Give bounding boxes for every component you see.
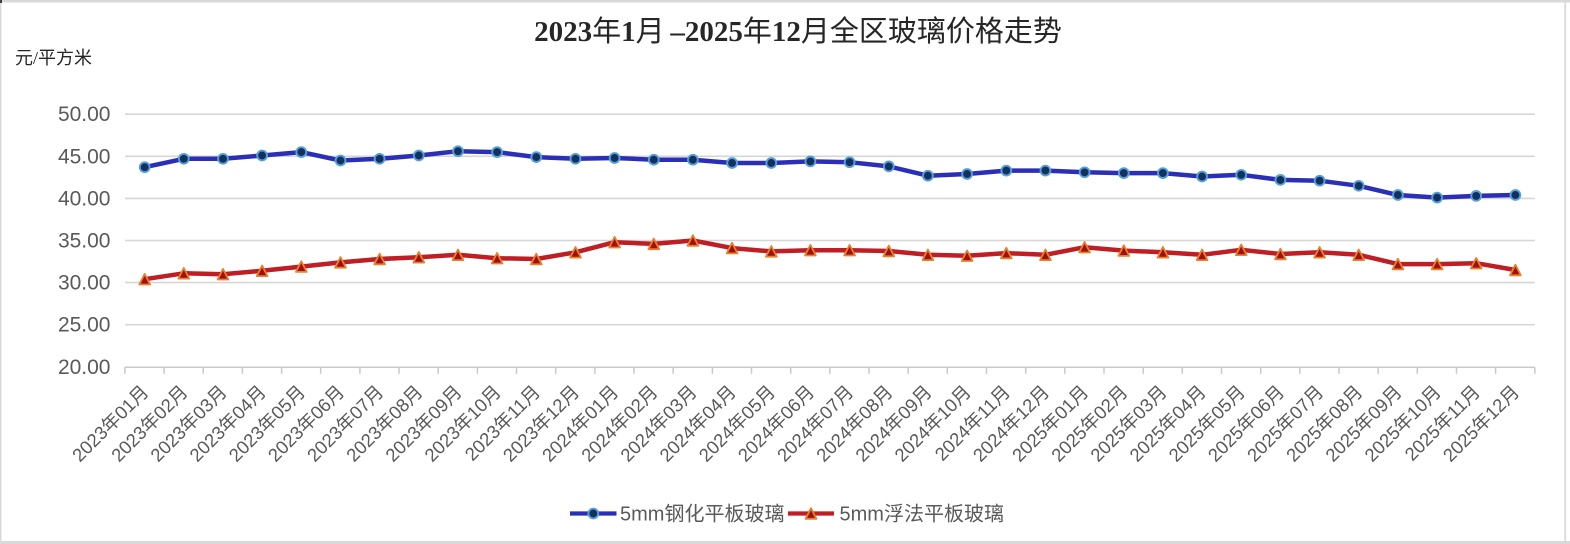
svg-text:元/平方米: 元/平方米 — [15, 48, 92, 68]
svg-text:5mm浮法平板玻璃: 5mm浮法平板玻璃 — [840, 503, 1004, 526]
svg-text:5mm钢化平板玻璃: 5mm钢化平板玻璃 — [620, 503, 784, 526]
svg-text:20.00: 20.00 — [58, 356, 111, 379]
svg-text:30.00: 30.00 — [58, 272, 111, 295]
svg-text:45.00: 45.00 — [58, 145, 111, 168]
svg-text:25.00: 25.00 — [58, 314, 111, 337]
svg-text:50.00: 50.00 — [58, 103, 111, 126]
svg-text:2023年1月 –2025年12月全区玻璃价格走势: 2023年1月 –2025年12月全区玻璃价格走势 — [534, 15, 1062, 48]
svg-text:35.00: 35.00 — [58, 230, 111, 253]
svg-text:40.00: 40.00 — [58, 187, 111, 210]
